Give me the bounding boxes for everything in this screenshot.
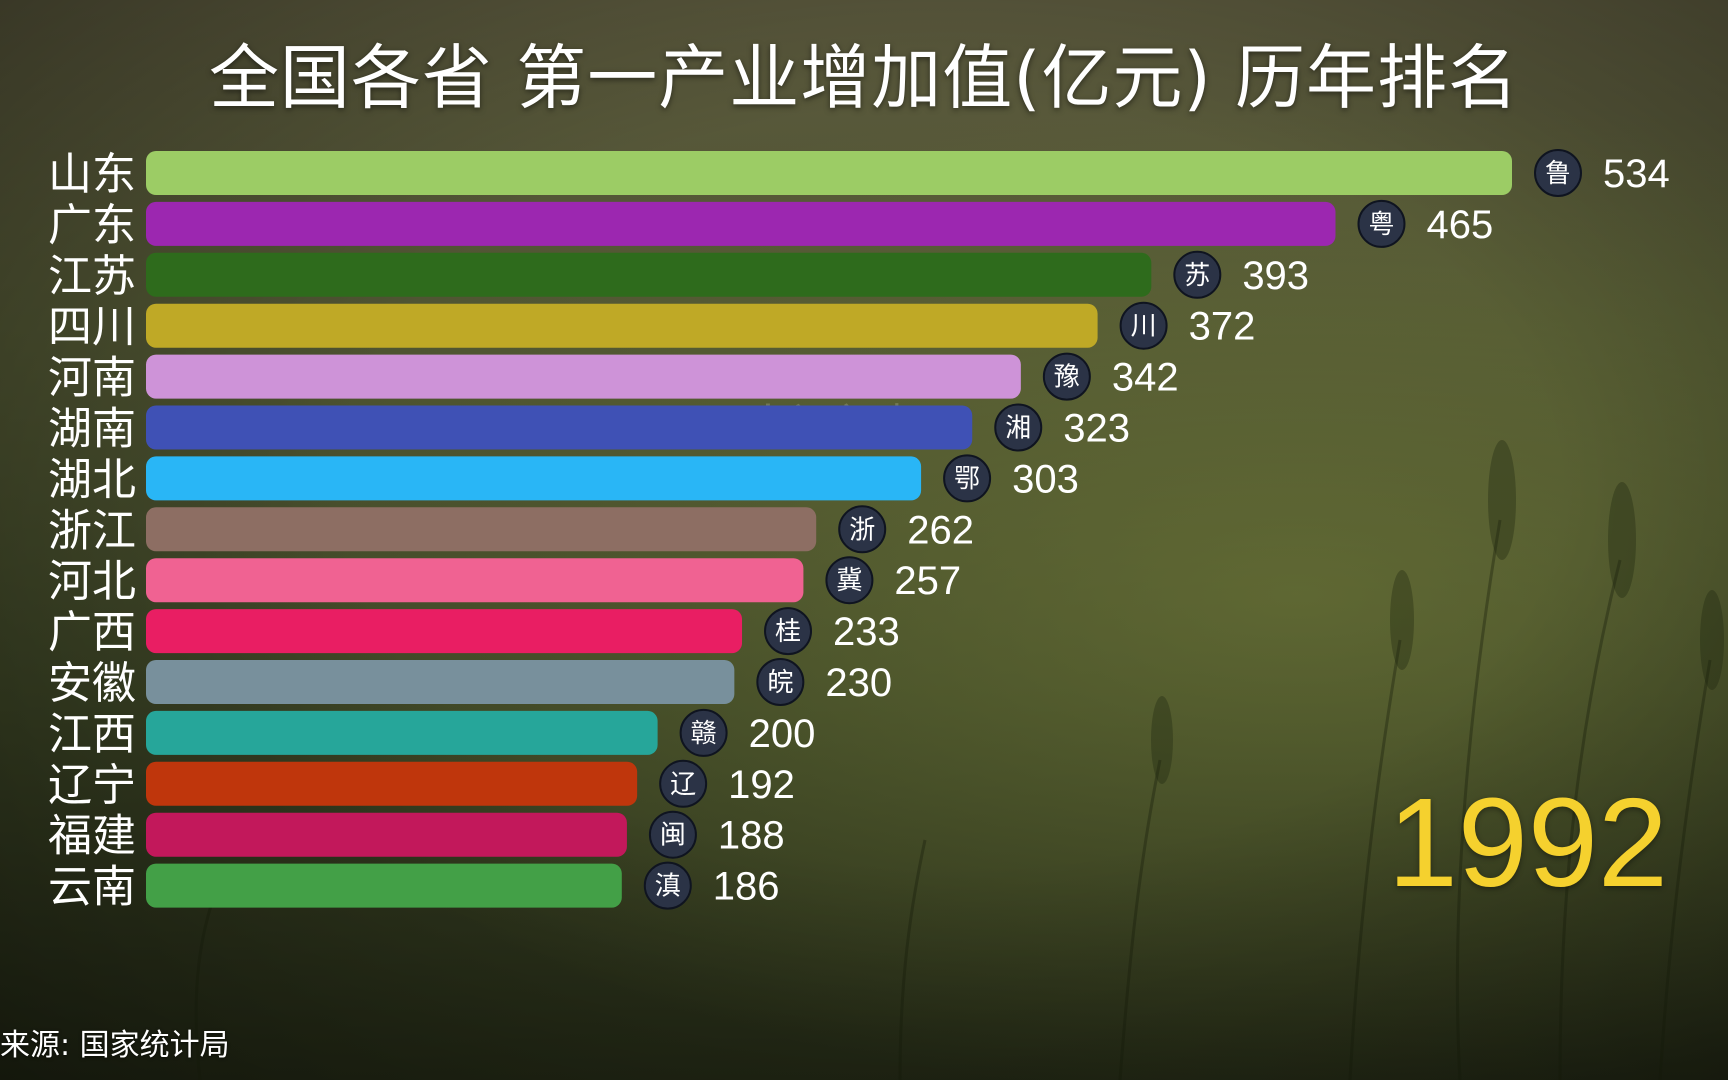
province-badge-label: 滇	[655, 872, 681, 902]
province-badge-label: 浙	[849, 515, 875, 545]
province-badge-label: 川	[1131, 312, 1157, 342]
value-label: 200	[749, 712, 816, 756]
province-badge	[1357, 199, 1406, 248]
bar	[146, 201, 1336, 246]
bar	[146, 812, 627, 857]
bar	[146, 507, 817, 552]
value-label: 233	[833, 610, 900, 654]
province-badge-label: 赣	[691, 719, 717, 749]
bar	[146, 863, 622, 908]
province-badge	[825, 556, 874, 605]
value-label: 186	[713, 865, 780, 909]
bar	[146, 761, 638, 806]
category-label: 湖北	[48, 454, 136, 505]
category-label: 江西	[48, 709, 136, 760]
province-badge-label: 鲁	[1545, 159, 1571, 189]
category-label: 广西	[48, 607, 136, 658]
province-badge	[1173, 250, 1222, 299]
province-badge-label: 苏	[1184, 261, 1210, 291]
category-label: 福建	[48, 811, 136, 862]
bar	[146, 354, 1021, 399]
value-label: 393	[1242, 254, 1309, 298]
province-badge	[659, 759, 708, 808]
value-label: 342	[1112, 356, 1179, 400]
province-badge-label: 闽	[660, 821, 686, 851]
value-label: 257	[894, 559, 961, 603]
province-badge	[943, 454, 992, 503]
category-label: 山东	[48, 149, 136, 200]
bar	[146, 303, 1098, 348]
value-label: 303	[1012, 457, 1079, 501]
bar	[146, 710, 658, 755]
province-badge	[1534, 149, 1582, 197]
category-label: 河北	[48, 556, 136, 607]
source-label: 来源: 国家统计局	[0, 1028, 230, 1063]
value-label: 192	[728, 763, 795, 807]
category-label: 安徽	[48, 658, 136, 709]
value-label: 534	[1603, 152, 1670, 196]
province-badge	[764, 607, 813, 656]
value-label: 323	[1063, 407, 1130, 451]
category-label: 云南	[48, 862, 136, 913]
bar	[146, 609, 743, 654]
province-badge	[838, 505, 887, 554]
bar	[146, 456, 922, 501]
bar	[146, 252, 1152, 297]
bar	[146, 558, 804, 603]
category-label: 河南	[48, 353, 136, 404]
province-badge-label: 辽	[670, 770, 696, 800]
province-badge-label: 湘	[1005, 414, 1031, 444]
category-label: 辽宁	[48, 760, 136, 811]
category-label: 湖南	[48, 404, 136, 455]
province-badge	[643, 861, 692, 910]
value-label: 262	[907, 508, 974, 552]
province-badge	[1042, 352, 1091, 401]
province-badge-label: 冀	[836, 566, 862, 596]
value-label: 230	[825, 661, 892, 705]
category-label: 浙江	[48, 505, 136, 556]
province-badge-label: 皖	[767, 668, 793, 698]
bar	[146, 405, 973, 450]
bar	[146, 660, 735, 704]
category-label: 广东	[48, 200, 136, 251]
province-badge	[648, 810, 697, 859]
value-label: 372	[1189, 305, 1256, 349]
province-badge	[756, 658, 805, 706]
value-label: 465	[1426, 203, 1493, 247]
province-badge	[1119, 301, 1168, 350]
province-badge-label: 鄂	[954, 464, 980, 494]
category-label: 四川	[48, 302, 136, 353]
province-badge-label: 粤	[1368, 210, 1394, 240]
category-label: 江苏	[48, 251, 136, 302]
province-badge	[994, 403, 1043, 452]
year-label: 1992	[1387, 772, 1668, 913]
value-label: 188	[718, 814, 785, 858]
province-badge-label: 桂	[775, 617, 801, 647]
bar	[146, 151, 1512, 195]
province-badge-label: 豫	[1054, 363, 1080, 393]
province-badge	[679, 708, 728, 757]
chart-title: 全国各省 第一产业增加值(亿元) 历年排名	[208, 37, 1520, 119]
